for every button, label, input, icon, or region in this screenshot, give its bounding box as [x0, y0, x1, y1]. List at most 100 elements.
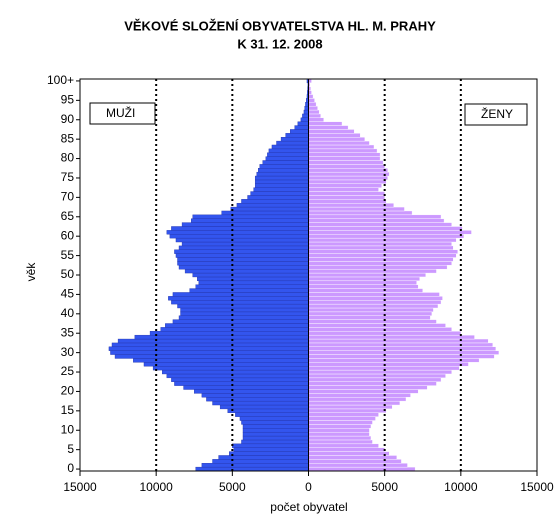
bar: [308, 416, 376, 421]
bar: [175, 237, 309, 243]
bar: [184, 268, 309, 274]
bar: [300, 117, 309, 122]
bar: [175, 253, 309, 258]
bar: [168, 296, 309, 301]
bar: [181, 222, 309, 227]
bar: [308, 206, 405, 212]
bar: [308, 443, 379, 448]
legend-label: ŽENY: [481, 106, 513, 121]
bar: [212, 400, 309, 406]
bar: [254, 183, 309, 188]
bar: [308, 113, 321, 119]
y-tick-label: 10: [61, 422, 75, 436]
bar: [308, 183, 382, 188]
chart-subtitle: K 31. 12. 2008: [237, 36, 322, 51]
bar: [308, 385, 428, 390]
bar: [133, 358, 309, 363]
bar: [308, 171, 390, 177]
bar: [308, 459, 402, 464]
bar: [308, 245, 454, 250]
bar: [308, 319, 437, 324]
bar: [308, 311, 433, 316]
bar: [308, 389, 419, 394]
bar: [172, 319, 309, 324]
bar: [308, 300, 442, 305]
bar: [308, 234, 465, 239]
bar: [308, 451, 390, 456]
bar: [308, 284, 419, 289]
bar: [191, 218, 309, 223]
bar: [308, 257, 454, 262]
bar: [271, 144, 309, 150]
bar: [229, 451, 309, 456]
bar: [178, 315, 309, 320]
bar: [178, 245, 309, 250]
bar: [308, 268, 437, 274]
bar: [308, 261, 452, 266]
bar: [308, 435, 372, 441]
bar: [174, 249, 309, 254]
bar: [308, 315, 431, 320]
bar: [254, 175, 309, 181]
x-tick-label: 15000: [520, 480, 554, 494]
chart-title: VĚKOVÉ SLOŽENÍ OBYVATELSTVA HL. M. PRAHY: [124, 18, 436, 33]
bar: [143, 362, 309, 367]
y-tick-label: 30: [61, 345, 75, 359]
x-tick-label: 15000: [63, 480, 97, 494]
bar: [256, 171, 309, 177]
bar: [152, 366, 309, 371]
bar: [183, 385, 309, 390]
bar: [180, 307, 309, 313]
bar: [308, 187, 379, 192]
bar: [308, 164, 385, 169]
bar: [171, 300, 309, 305]
bar: [276, 140, 309, 146]
bar: [308, 455, 398, 460]
bar: [166, 373, 309, 379]
y-tick-label: 55: [61, 248, 75, 262]
bar: [197, 276, 309, 282]
bar: [308, 102, 317, 107]
bar: [308, 117, 324, 122]
bar: [181, 241, 309, 247]
x-tick-label: 5000: [371, 480, 398, 494]
bar: [195, 466, 309, 472]
bar: [241, 420, 309, 425]
x-tick-label: 5000: [219, 480, 246, 494]
bar: [166, 230, 309, 235]
bar: [171, 377, 309, 382]
bar: [165, 323, 309, 328]
bar: [308, 202, 395, 208]
bar: [174, 381, 309, 386]
bar: [242, 424, 309, 429]
bar: [308, 168, 388, 173]
bar: [308, 334, 475, 340]
bar: [308, 175, 388, 181]
y-tick-label: 90: [61, 112, 75, 126]
bar: [236, 202, 309, 208]
bar: [308, 218, 445, 223]
bar: [308, 397, 407, 402]
bar: [232, 443, 309, 448]
bar: [114, 354, 309, 359]
bar: [308, 307, 434, 313]
y-tick-label: 70: [61, 190, 75, 204]
bar: [171, 226, 309, 231]
bar: [177, 303, 309, 309]
bar: [267, 152, 309, 157]
bar: [308, 195, 385, 200]
bar: [162, 369, 309, 375]
bar: [308, 280, 417, 285]
y-tick-label: 60: [61, 228, 75, 242]
legend-box: [464, 103, 528, 126]
bar: [308, 133, 361, 138]
bar: [117, 338, 309, 344]
bar: [242, 431, 309, 437]
bar: [308, 98, 315, 103]
bar: [308, 369, 452, 375]
bar: [134, 334, 309, 340]
bar: [250, 191, 309, 196]
bar: [308, 276, 420, 282]
bar: [254, 179, 309, 184]
legend-box: [89, 102, 156, 125]
